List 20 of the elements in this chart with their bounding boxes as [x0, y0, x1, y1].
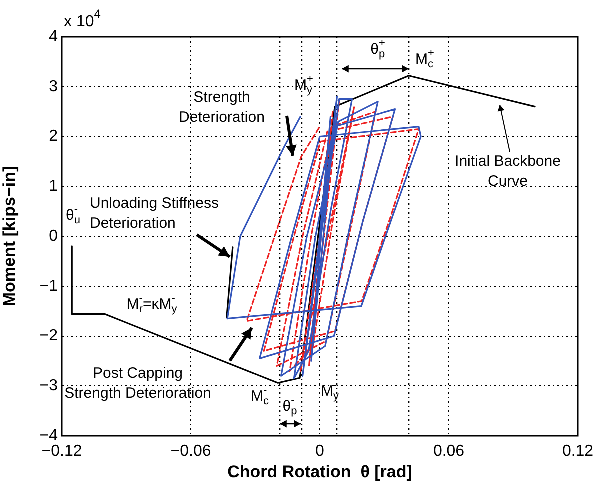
- y-tick-label: 0: [49, 228, 58, 245]
- y-tick-label: −2: [40, 328, 58, 345]
- y-tick-label: 3: [49, 78, 58, 96]
- x-tick-label: 0.12: [562, 443, 594, 460]
- x-tick-label: −0.06: [170, 443, 212, 460]
- y-tick-label: 4: [49, 28, 58, 46]
- y-tick-label: −1: [40, 278, 58, 295]
- x-tick-label: 0.06: [433, 443, 465, 460]
- annotation: Strength Deterioration: [179, 89, 265, 126]
- x-axis-title: Chord Rotation θ [rad]: [228, 462, 412, 482]
- y-tick-label: −3: [40, 378, 58, 395]
- y-tick-label: 1: [49, 178, 58, 196]
- x-tick-label: 0: [316, 443, 325, 460]
- x-tick-label: −0.12: [42, 443, 82, 460]
- annotation: Initial Backbone Curve: [455, 153, 561, 190]
- y-tick-label: 2: [49, 128, 58, 146]
- y-tick-label: −4: [40, 427, 58, 444]
- annotation: Post Capping Strength Deterioration: [64, 365, 212, 402]
- y-axis-title: Moment [kips−in]: [0, 166, 19, 307]
- annotation: Unloading Stiffness Deterioration: [90, 195, 219, 232]
